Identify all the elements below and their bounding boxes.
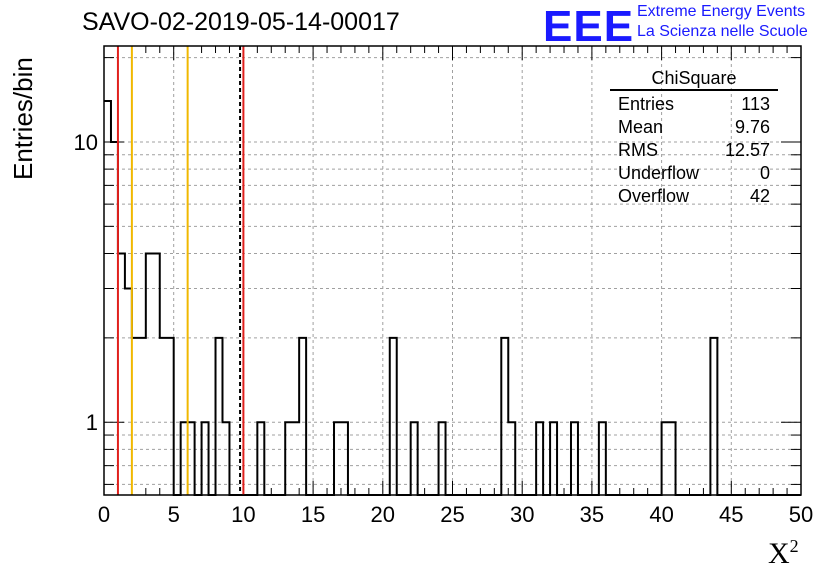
x-axis-label: X2	[768, 536, 799, 571]
stats-row: Overflow 42	[610, 183, 778, 206]
stats-value: 113	[741, 94, 770, 114]
x-tick-label: 30	[510, 502, 534, 527]
stats-label: Overflow	[618, 186, 690, 206]
histogram-bin	[125, 289, 132, 495]
logo-tagline-1: Extreme Energy Events	[637, 3, 806, 20]
histogram-bin	[439, 422, 446, 495]
histogram-bin	[104, 101, 111, 495]
histogram-bin	[501, 338, 508, 495]
stats-row: Underflow 0	[610, 160, 778, 183]
y-tick-label: 1	[86, 410, 98, 435]
histogram-bin	[508, 422, 515, 495]
x-tick-label: 25	[440, 502, 464, 527]
stats-row: RMS 12.57	[610, 137, 778, 160]
histogram-bin	[292, 422, 299, 495]
histogram-bin	[669, 422, 676, 495]
stats-title: ChiSquare	[610, 65, 778, 91]
stats-value: 9.76	[734, 117, 770, 137]
histogram-bin	[536, 422, 543, 495]
stats-label: RMS	[618, 140, 658, 160]
x-tick-label: 35	[580, 502, 604, 527]
marker-lines-layer	[116, 46, 245, 495]
histogram-bin	[188, 422, 195, 495]
histogram-bin	[411, 422, 418, 495]
histogram-bin	[202, 422, 209, 495]
histogram-bin	[334, 422, 341, 495]
histogram-bin	[118, 253, 125, 495]
histogram-bin	[710, 338, 717, 495]
x-tick-label: 50	[789, 502, 813, 527]
stats-label: Mean	[618, 117, 664, 137]
eee-logo: EEE	[543, 2, 635, 51]
histogram-bin	[285, 422, 292, 495]
histogram-bin	[571, 422, 578, 495]
histogram-bin	[257, 422, 264, 495]
x-tick-label: 15	[301, 502, 325, 527]
histogram-bin	[111, 142, 118, 495]
logo-tagline-2: La Scienza nelle Scuole	[637, 23, 808, 40]
histogram-bin	[550, 422, 557, 495]
histogram-bin	[341, 422, 348, 495]
x-tick-label: 5	[168, 502, 180, 527]
histogram-bin	[662, 422, 669, 495]
x-axis-label-sup: 2	[789, 536, 799, 556]
histogram-bin	[167, 338, 174, 495]
histogram-bin	[216, 338, 223, 495]
histogram-bin	[599, 422, 606, 495]
y-tick-label: 10	[74, 130, 98, 155]
histogram-bin	[222, 422, 229, 495]
histogram-bin	[299, 338, 306, 495]
stats-value: 0	[759, 163, 770, 183]
x-tick-label: 20	[371, 502, 395, 527]
y-axis-label: Entries/bin	[8, 57, 38, 180]
histogram-bin	[146, 253, 153, 495]
tick-labels-layer: 0 5 10 15 20 25 30 35 40 45 50 1 10	[74, 130, 814, 527]
histogram-bin	[153, 253, 160, 495]
stats-row: Entries 113	[610, 91, 778, 114]
x-tick-label: 10	[231, 502, 255, 527]
stats-value: 12.57	[724, 140, 770, 160]
histogram-bin	[139, 338, 146, 495]
x-tick-label: 0	[98, 502, 110, 527]
x-axis-label-base: X	[768, 537, 790, 570]
plot-frame	[103, 45, 802, 496]
x-tick-label: 45	[719, 502, 743, 527]
stats-row: Mean 9.76	[610, 114, 778, 137]
histogram-bin	[181, 422, 188, 495]
stats-label: Entries	[618, 94, 675, 114]
histogram-bin	[132, 338, 139, 495]
stats-label: Underflow	[618, 163, 700, 183]
histogram-bin	[390, 338, 397, 495]
run-title: SAVO-02-2019-05-14-00017	[82, 8, 400, 36]
histogram-bin	[160, 338, 167, 495]
stats-box: ChiSquare Entries 113 Mean 9.76 RMS 12.57 U…	[610, 65, 778, 206]
x-tick-label: 40	[649, 502, 673, 527]
stats-value: 42	[749, 186, 770, 206]
